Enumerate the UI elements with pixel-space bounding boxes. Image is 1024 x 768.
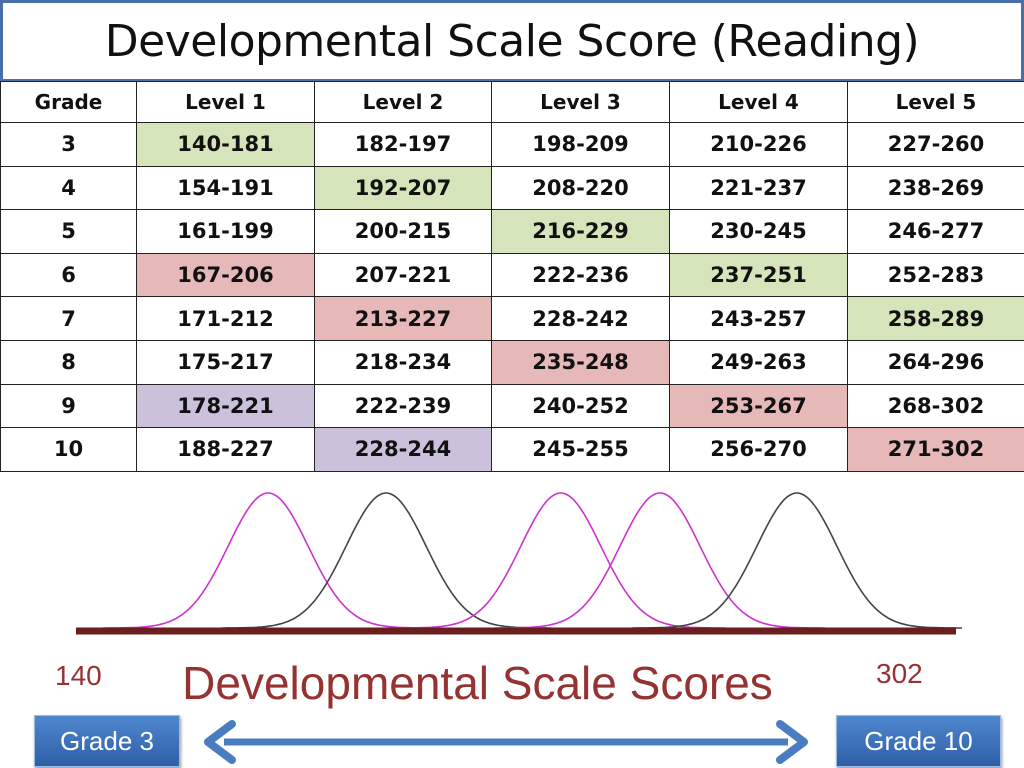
score-range-cell: 171-212	[136, 296, 315, 341]
table-row: 9 178-221 222-239 240-252 253-267 268-302	[0, 383, 1024, 429]
table-row: 5 161-199 200-215 216-229 230-245 246-277	[0, 209, 1024, 254]
table-row: 10 188-227 228-244 245-255 256-270 271-302	[0, 427, 1024, 472]
score-range-cell: 188-227	[136, 427, 315, 472]
axis-title: Developmental Scale Scores	[182, 657, 773, 709]
page-title: Developmental Scale Score (Reading)	[104, 15, 920, 67]
table-row: 7 171-212 213-227 228-242 243-257 258-289	[0, 296, 1024, 341]
score-range-cell: 271-302	[847, 427, 1024, 472]
score-range-cell: 246-277	[847, 209, 1024, 254]
scale-max-label: 302	[876, 658, 923, 689]
score-range-cell: 216-229	[491, 209, 670, 254]
score-range-cell: 222-236	[491, 252, 670, 298]
scale-score-table: Grade Level 1 Level 2 Level 3 Level 4 Le…	[0, 81, 1024, 472]
score-range-cell: 221-237	[669, 165, 848, 211]
grade-cell: 10	[0, 427, 137, 472]
score-range-cell: 161-199	[136, 209, 315, 254]
score-range-cell: 154-191	[136, 165, 315, 211]
score-range-cell: 200-215	[314, 209, 492, 254]
score-range-cell: 182-197	[314, 122, 492, 167]
score-range-cell: 192-207	[314, 165, 492, 211]
score-range-cell: 237-251	[669, 252, 848, 298]
score-range-cell: 240-252	[491, 383, 670, 429]
header-level-2: Level 2	[314, 81, 492, 123]
score-range-cell: 235-248	[491, 339, 670, 385]
score-range-cell: 249-263	[669, 339, 848, 385]
score-range-cell: 207-221	[314, 252, 492, 298]
bell-curve-2	[221, 492, 552, 629]
grade-cell: 7	[0, 296, 137, 341]
grade-cell: 3	[0, 122, 137, 167]
score-range-cell: 252-283	[847, 252, 1024, 298]
score-range-cell: 268-302	[847, 383, 1024, 429]
header-grade: Grade	[0, 81, 137, 123]
double-arrow-icon	[204, 720, 808, 764]
table-row: 4 154-191 192-207 208-220 221-237 238-269	[0, 165, 1024, 211]
grade-cell: 5	[0, 209, 137, 254]
score-range-cell: 228-242	[491, 296, 670, 341]
grade-3-button[interactable]: Grade 3	[34, 715, 180, 767]
score-range-cell: 213-227	[314, 296, 492, 341]
score-range-cell: 228-244	[314, 427, 492, 472]
score-range-cell: 208-220	[491, 165, 670, 211]
distribution-curves	[76, 492, 962, 635]
table-row: 3 140-181 182-197 198-209 210-226 227-260	[0, 122, 1024, 167]
header-level-4: Level 4	[669, 81, 848, 123]
scale-min-label: 140	[55, 660, 102, 691]
header-level-5: Level 5	[847, 81, 1024, 123]
score-range-cell: 175-217	[136, 339, 315, 385]
score-range-cell: 167-206	[136, 252, 315, 298]
score-range-cell: 264-296	[847, 339, 1024, 385]
bell-curve-5	[631, 492, 962, 629]
table-row: 8 175-217 218-234 235-248 249-263 264-296	[0, 339, 1024, 385]
score-range-cell: 222-239	[314, 383, 492, 429]
grade-cell: 6	[0, 252, 137, 298]
score-range-cell: 178-221	[136, 383, 315, 429]
table-header-row: Grade Level 1 Level 2 Level 3 Level 4 Le…	[0, 81, 1024, 123]
bell-curve-4	[495, 492, 825, 629]
score-range-cell: 210-226	[669, 122, 848, 167]
score-range-cell: 258-289	[847, 296, 1024, 341]
score-range-cell: 140-181	[136, 122, 315, 167]
score-range-cell: 238-269	[847, 165, 1024, 211]
header-level-3: Level 3	[491, 81, 670, 123]
score-range-cell: 256-270	[669, 427, 848, 472]
title-box: Developmental Scale Score (Reading)	[0, 0, 1024, 82]
grade-cell: 9	[0, 383, 137, 429]
bell-curve-1	[103, 492, 434, 629]
table-row: 6 167-206 207-221 222-236 237-251 252-283	[0, 252, 1024, 298]
header-level-1: Level 1	[136, 81, 315, 123]
score-range-cell: 253-267	[669, 383, 848, 429]
score-range-cell: 218-234	[314, 339, 492, 385]
score-range-cell: 227-260	[847, 122, 1024, 167]
score-range-cell: 230-245	[669, 209, 848, 254]
grade-cell: 4	[0, 165, 137, 211]
grade-10-button[interactable]: Grade 10	[836, 715, 1001, 767]
score-range-cell: 243-257	[669, 296, 848, 341]
grade-cell: 8	[0, 339, 137, 385]
bell-curve-3	[395, 492, 726, 629]
score-range-cell: 245-255	[491, 427, 670, 472]
score-range-cell: 198-209	[491, 122, 670, 167]
